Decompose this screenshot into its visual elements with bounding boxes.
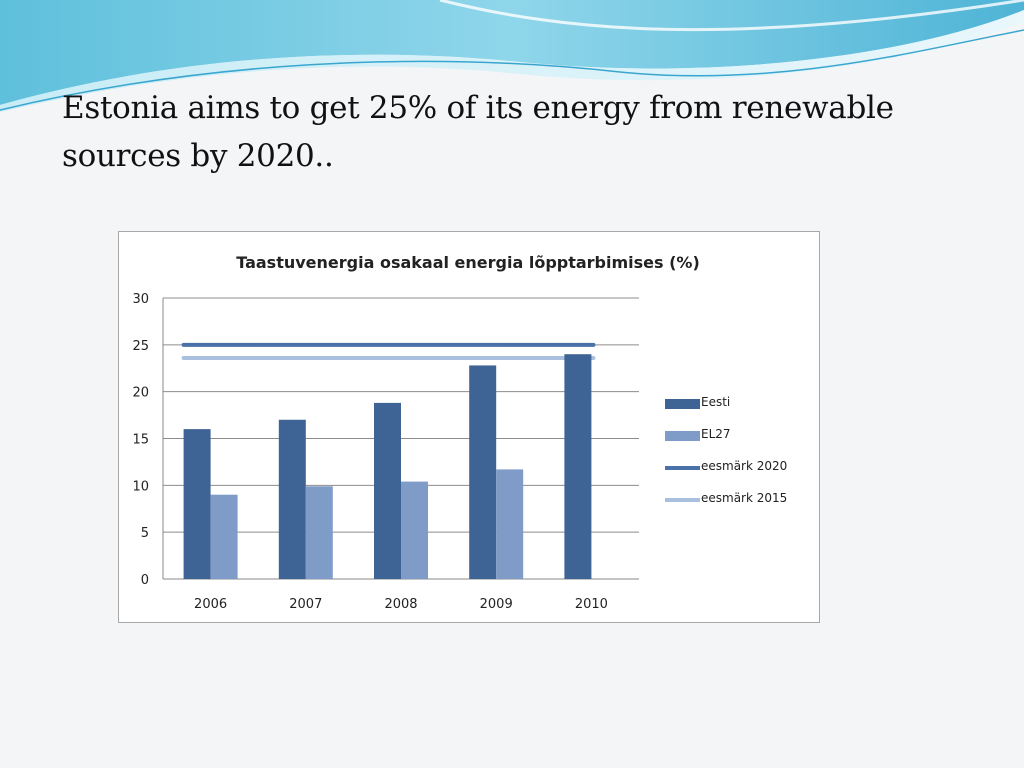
chart-title: Taastuvenergia osakaal energia lõpptarbi…	[236, 253, 700, 272]
bar-eesti-2008	[374, 402, 401, 579]
chart-legend: Eesti EL27 eesmärk 2020 eesmärk 2015	[665, 390, 815, 518]
x-tick-label: 2007	[289, 597, 322, 612]
y-tick-label: 5	[141, 526, 149, 541]
bar-el27-2007	[305, 486, 333, 579]
bar-chart: Taastuvenergia osakaal energia lõpptarbi…	[132, 253, 700, 612]
bar-eesti-2007	[278, 419, 306, 579]
legend-swatch	[665, 431, 700, 441]
y-tick-label: 30	[132, 292, 149, 307]
bar-el27-2008	[401, 481, 428, 579]
y-tick-label: 10	[132, 479, 149, 494]
x-tick-label: 2008	[384, 597, 417, 612]
bar-eesti-2010	[564, 354, 592, 579]
x-tick-label: 2006	[194, 597, 227, 612]
legend-swatch	[665, 498, 700, 502]
chart-panel: Taastuvenergia osakaal energia lõpptarbi…	[118, 231, 820, 623]
legend-swatch	[665, 466, 700, 470]
header-swoosh-decoration	[0, 0, 1024, 112]
legend-item: eesmärk 2015	[665, 486, 815, 518]
slide-headline: Estonia aims to get 25% of its energy fr…	[62, 90, 894, 174]
y-tick-label: 0	[141, 573, 149, 588]
y-tick-label: 25	[132, 339, 149, 354]
bar-el27-2006	[210, 494, 238, 579]
y-tick-label: 20	[132, 386, 149, 401]
x-tick-label: 2009	[480, 597, 513, 612]
legend-label: eesmärk 2020	[701, 459, 788, 473]
legend-item: eesmärk 2020	[665, 454, 815, 486]
x-tick-label: 2010	[575, 597, 608, 612]
bar-eesti-2006	[183, 429, 211, 579]
bar-el27-2009	[496, 469, 524, 579]
legend-swatch	[665, 399, 700, 409]
legend-item: EL27	[665, 422, 815, 454]
legend-item: Eesti	[665, 390, 815, 422]
y-tick-label: 15	[132, 433, 149, 448]
legend-label: EL27	[701, 427, 731, 441]
legend-label: Eesti	[701, 395, 731, 409]
bar-eesti-2009	[469, 365, 497, 579]
legend-label: eesmärk 2015	[701, 491, 788, 505]
